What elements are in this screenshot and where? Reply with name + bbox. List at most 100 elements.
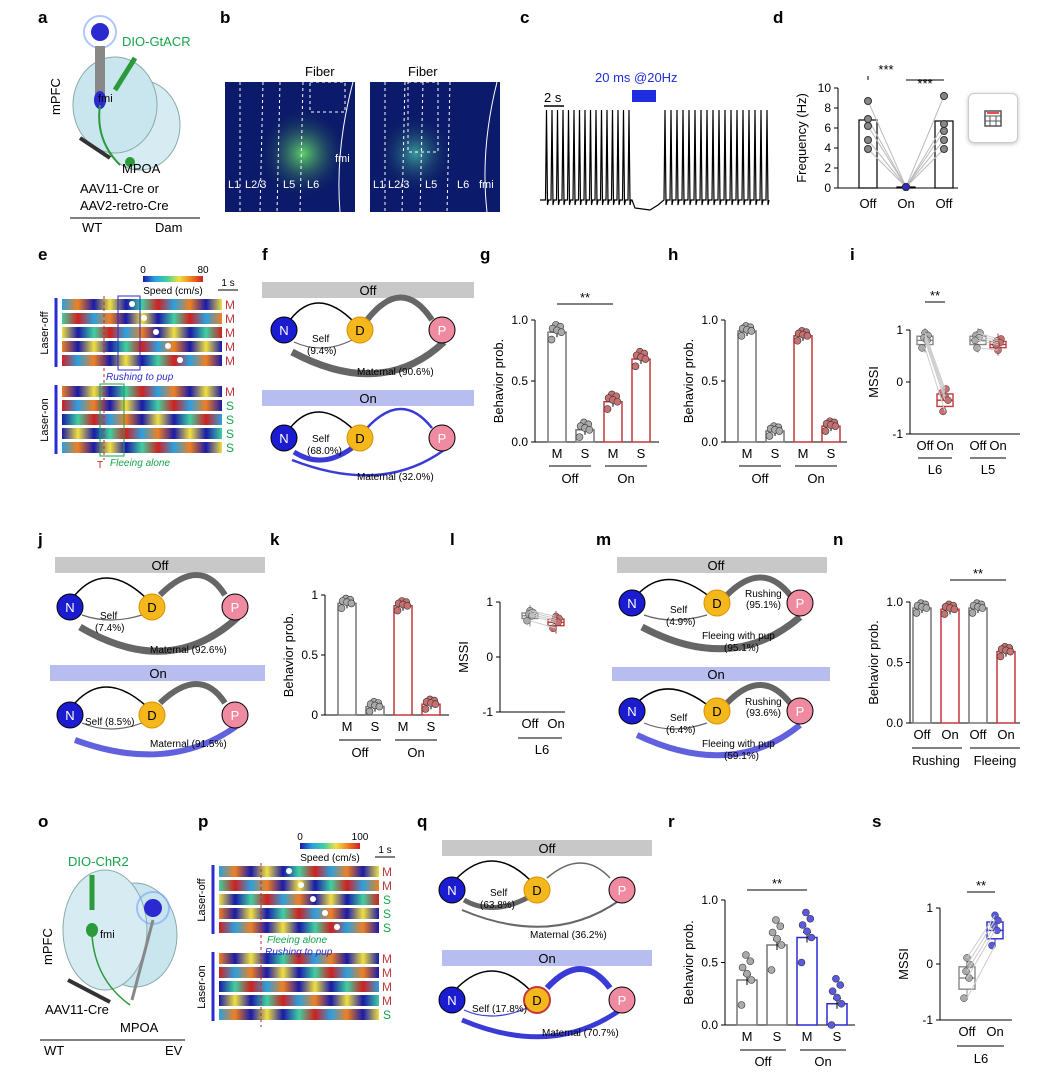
- data-point: [737, 332, 746, 340]
- y-tick-label: 0.0: [886, 716, 903, 730]
- pup-marker: [298, 882, 304, 888]
- x-tick-label: Off: [859, 196, 876, 211]
- layer-label: fmi: [335, 153, 350, 165]
- paired-line: [977, 339, 999, 346]
- y-axis-label: Behavior prob.: [281, 613, 296, 698]
- self-on-label: Self (8.5%): [85, 717, 134, 728]
- chart-l: -1 0 1 MSSI Off On L6: [456, 595, 565, 757]
- y-tick-label: -1: [892, 427, 903, 441]
- panel-label-a: a: [38, 8, 48, 27]
- x-tick-label: M: [798, 446, 809, 461]
- pup-marker: [177, 357, 183, 363]
- banner-off-label: Off: [151, 558, 168, 573]
- panel-label-g: g: [480, 245, 491, 264]
- node-p-label: P: [796, 704, 805, 719]
- node-p-label: P: [618, 993, 627, 1008]
- paired-line: [529, 620, 557, 629]
- y-tick-label: 0.0: [701, 1018, 718, 1032]
- y-tick-label: 1: [486, 595, 493, 609]
- bar: [737, 330, 757, 443]
- node-d-label: D: [712, 704, 721, 719]
- layer-label: L5: [425, 179, 437, 191]
- panel-label-h: h: [668, 245, 679, 264]
- laser-light-icon: [144, 899, 162, 917]
- aav2-label: AAV2-retro-Cre: [80, 198, 169, 213]
- y-tick-label: 1: [896, 323, 903, 337]
- bar: [793, 335, 813, 443]
- data-point: [939, 407, 947, 416]
- row-label: S: [383, 1008, 391, 1022]
- laser-on-label: Laser-on: [196, 965, 208, 1008]
- pup-marker: [322, 910, 328, 916]
- data-point: [585, 426, 594, 434]
- group-label: Off: [351, 745, 368, 760]
- y-tick-label: 1.0: [701, 313, 718, 327]
- heatmap-row: [219, 866, 379, 877]
- row-label: M: [382, 879, 392, 893]
- significance-label: **: [930, 288, 940, 303]
- heatmap-row: [62, 400, 222, 411]
- panel-label-c: c: [520, 8, 530, 27]
- heatmap-row: [219, 967, 379, 978]
- y-tick-label: -1: [922, 1013, 933, 1027]
- colorbar-max: 100: [352, 832, 369, 843]
- node-d-label: D: [712, 596, 721, 611]
- data-point: [743, 969, 751, 978]
- heatmap-row: [62, 386, 222, 397]
- x-tick-label: Off: [916, 438, 933, 453]
- pup-marker: [165, 343, 171, 349]
- data-point: [365, 707, 374, 716]
- layer-label: L2/3: [245, 179, 266, 191]
- aav-label: AAV11-Cre: [45, 1002, 109, 1017]
- banner-on: [442, 950, 652, 966]
- data-point: [827, 1021, 836, 1029]
- group-label: L6: [535, 742, 549, 757]
- data-point: [831, 422, 840, 430]
- row-label: M: [225, 385, 235, 399]
- data-point: [918, 344, 926, 352]
- mpoa-label: MPOA: [122, 161, 161, 176]
- y-tick-label: 2: [824, 161, 831, 175]
- heatmap-row: [219, 995, 379, 1006]
- node-p-label: P: [231, 708, 240, 723]
- data-point: [993, 926, 1001, 935]
- panel-label-q: q: [417, 812, 428, 831]
- node-d-label: D: [532, 883, 541, 898]
- y-axis-label: Behavior prob.: [866, 620, 881, 705]
- y-tick-label: 0: [896, 375, 903, 389]
- data-point: [797, 958, 806, 967]
- table-view-button[interactable]: [968, 93, 1018, 143]
- table-view-icon: [984, 110, 1002, 127]
- ev-label: EV: [165, 1043, 183, 1058]
- virus-label: DIO-GtACR: [122, 34, 191, 49]
- data-point: [747, 976, 756, 984]
- data-point: [421, 705, 430, 713]
- layer-label: L5: [283, 179, 295, 191]
- chart-g: 0.0 0.5 1.0 Behavior prob. M S M S ** Off On: [491, 290, 659, 486]
- paired-line: [924, 337, 946, 397]
- data-point: [575, 433, 584, 441]
- y-tick-label: 0.0: [511, 435, 528, 449]
- panel-c-trace: 20 ms @20Hz 2 s: [540, 70, 770, 211]
- panel-j-diagram: Off N D P Self (7.4%) Maternal (92.6%) O…: [50, 557, 265, 758]
- fleeing-off-pct: (95.1%): [724, 643, 759, 654]
- paired-line: [966, 915, 996, 959]
- layer-label: L6: [457, 179, 469, 191]
- x-tick-label: S: [637, 446, 646, 461]
- layer-label: L2/3: [388, 179, 409, 191]
- data-point: [742, 951, 750, 959]
- panel-label-r: r: [668, 812, 675, 831]
- y-tick-label: 4: [824, 141, 831, 155]
- maternal-on-label: Maternal (91.5%): [150, 739, 227, 750]
- laser-off-label: Laser-off: [39, 310, 51, 354]
- heatmap-row: [62, 414, 222, 425]
- colorbar-min: 0: [297, 832, 303, 843]
- banner-off: [55, 557, 265, 573]
- self-off-label: Self: [312, 334, 329, 345]
- row-label: M: [382, 966, 392, 980]
- maternal-off-label: Maternal (92.6%): [150, 645, 227, 656]
- node-d-label: D: [355, 431, 364, 446]
- panel-label-o: o: [38, 812, 49, 831]
- data-point: [864, 115, 872, 123]
- data-point: [836, 981, 845, 989]
